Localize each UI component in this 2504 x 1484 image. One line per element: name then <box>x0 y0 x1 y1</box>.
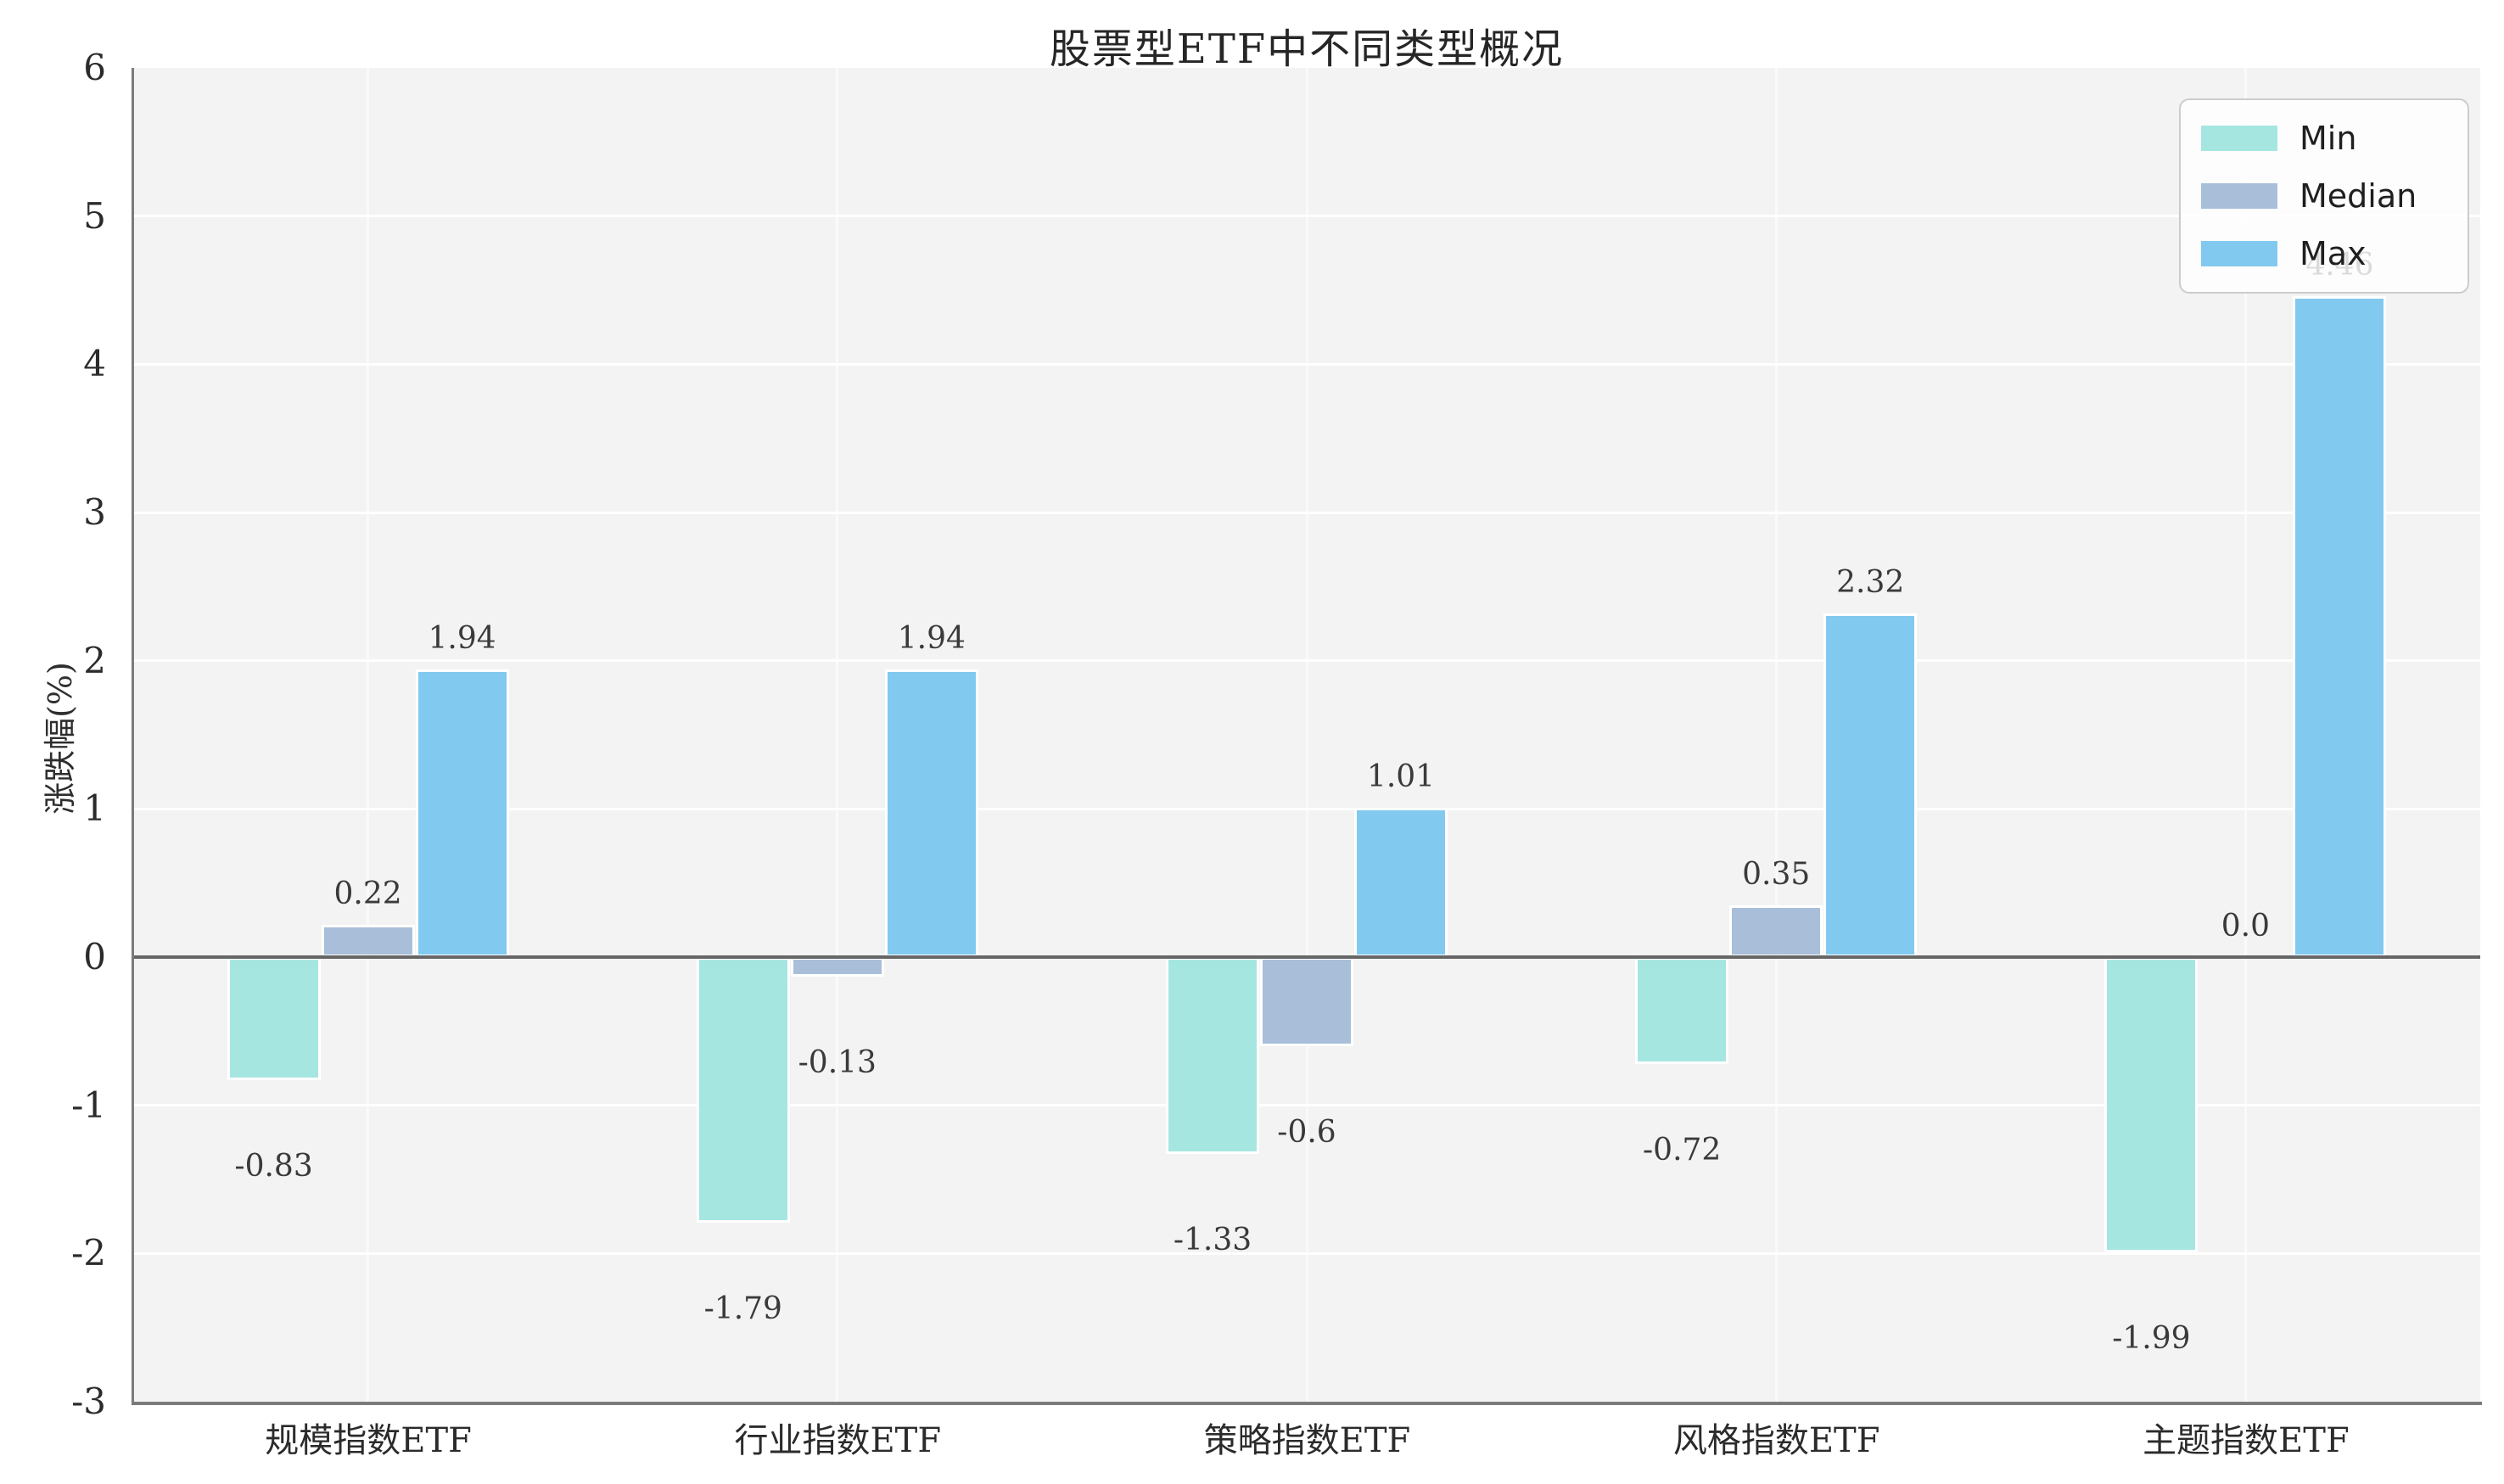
x-tick-label: 主题指数ETF <box>2143 1421 2350 1460</box>
vertical-gridline <box>367 68 370 1402</box>
min-value-label: -0.72 <box>1643 1132 1722 1168</box>
horizontal-gridline <box>133 362 2480 366</box>
x-tick-label: 策略指数ETF <box>1203 1421 1411 1460</box>
y-tick-label: 4 <box>83 343 106 385</box>
legend-swatch-max <box>2201 241 2277 266</box>
min-value-label: -1.79 <box>703 1291 782 1326</box>
legend-entry: Max <box>2201 229 2447 278</box>
min-bar <box>696 957 790 1223</box>
max-bar <box>1823 613 1918 957</box>
min-bar <box>227 957 321 1080</box>
horizontal-gridline <box>133 807 2480 810</box>
legend-label-max: Max <box>2300 235 2367 272</box>
median-bar <box>321 924 415 957</box>
horizontal-gridline <box>133 511 2480 514</box>
legend-label-min: Min <box>2300 120 2357 157</box>
median-value-label: -0.6 <box>1277 1114 1336 1150</box>
plot-area: -0.83 -1.79 -1.33 -0.72 -1.99 0.22 -0.13 -0.6 0.… <box>133 68 2480 1402</box>
max-bar <box>2293 295 2387 957</box>
median-bar <box>1729 904 1823 957</box>
y-tick-label: 6 <box>83 47 106 88</box>
y-axis-label: 涨跌幅(%) <box>42 662 79 815</box>
y-tick-label: -1 <box>71 1084 106 1126</box>
min-value-label: -0.83 <box>234 1148 313 1184</box>
median-value-label: 0.35 <box>1742 856 1811 892</box>
max-bar <box>1354 807 1448 957</box>
legend-entry: Median <box>2201 171 2447 221</box>
median-value-label: 0.0 <box>2221 909 2271 944</box>
legend-swatch-min <box>2201 126 2277 151</box>
max-value-label: 2.32 <box>1836 564 1905 600</box>
max-value-label: 1.94 <box>428 621 496 657</box>
median-value-label: 0.22 <box>333 876 402 911</box>
median-bar <box>790 957 884 977</box>
y-tick-label: 2 <box>83 639 106 681</box>
max-value-label: 1.94 <box>897 621 966 657</box>
legend-entry: Min <box>2201 114 2447 163</box>
min-value-label: -1.33 <box>1173 1223 1252 1258</box>
vertical-gridline <box>1774 68 1778 1402</box>
min-value-label: -1.99 <box>2112 1320 2191 1356</box>
legend-swatch-median <box>2201 183 2277 209</box>
median-value-label: -0.13 <box>798 1044 877 1080</box>
y-tick-label: 1 <box>83 787 106 830</box>
y-axis-spine <box>132 68 134 1405</box>
vertical-gridline <box>836 68 839 1402</box>
legend-label-median: Median <box>2300 177 2417 215</box>
chart-title: 股票型ETF中不同类型概况 <box>1049 25 1565 73</box>
vertical-gridline <box>1305 68 1308 1402</box>
min-bar <box>2104 957 2199 1252</box>
horizontal-gridline <box>133 1104 2480 1107</box>
y-tick-label: -2 <box>71 1232 106 1274</box>
x-tick-label: 行业指数ETF <box>734 1421 942 1460</box>
max-value-label: 1.01 <box>1366 759 1436 794</box>
max-bar <box>884 669 978 957</box>
median-bar <box>1260 957 1353 1046</box>
zero-line <box>133 955 2480 959</box>
y-tick-label: 3 <box>83 491 106 533</box>
vertical-gridline <box>2244 68 2247 1402</box>
y-tick-label: -3 <box>71 1380 106 1422</box>
horizontal-gridline <box>133 659 2480 663</box>
legend: Min Median Max <box>2179 98 2469 294</box>
max-bar <box>415 669 509 957</box>
x-tick-label: 风格指数ETF <box>1672 1421 1880 1460</box>
horizontal-gridline <box>133 1252 2480 1255</box>
x-tick-label: 规模指数ETF <box>265 1421 472 1460</box>
min-bar <box>1166 957 1259 1155</box>
x-axis-spine <box>132 1402 2482 1405</box>
horizontal-gridline <box>133 215 2480 218</box>
y-tick-label: 0 <box>83 936 106 977</box>
min-bar <box>1635 957 1729 1064</box>
y-tick-label: 5 <box>83 194 106 237</box>
